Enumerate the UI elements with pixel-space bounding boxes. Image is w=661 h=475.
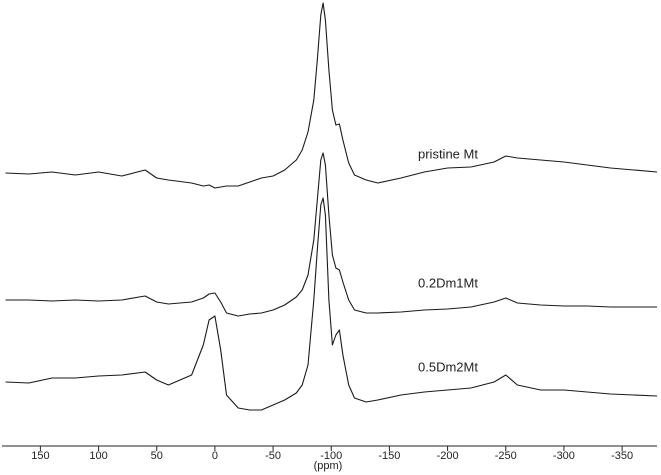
spectrum-line bbox=[5, 197, 658, 411]
x-axis-label: (ppm) bbox=[314, 460, 343, 472]
series-label: 0.2Dm1Mt bbox=[418, 275, 478, 290]
x-tick-label: -300 bbox=[553, 450, 575, 462]
x-tick-label: -350 bbox=[611, 450, 633, 462]
series-label: pristine Mt bbox=[418, 146, 478, 161]
x-tick-label: 150 bbox=[31, 450, 49, 462]
x-tick-label: -200 bbox=[437, 450, 459, 462]
x-tick-label: -150 bbox=[378, 450, 400, 462]
x-tick-label: 100 bbox=[89, 450, 107, 462]
x-tick-label: 0 bbox=[212, 450, 218, 462]
x-tick-label: -250 bbox=[495, 450, 517, 462]
x-tick-label: 50 bbox=[151, 450, 163, 462]
spectrum-line bbox=[5, 2, 658, 189]
series-label: 0.5Dm2Mt bbox=[418, 359, 478, 374]
x-tick-label: -50 bbox=[265, 450, 281, 462]
x-tick-label: -100 bbox=[320, 450, 342, 462]
spectrum-line bbox=[5, 152, 657, 317]
